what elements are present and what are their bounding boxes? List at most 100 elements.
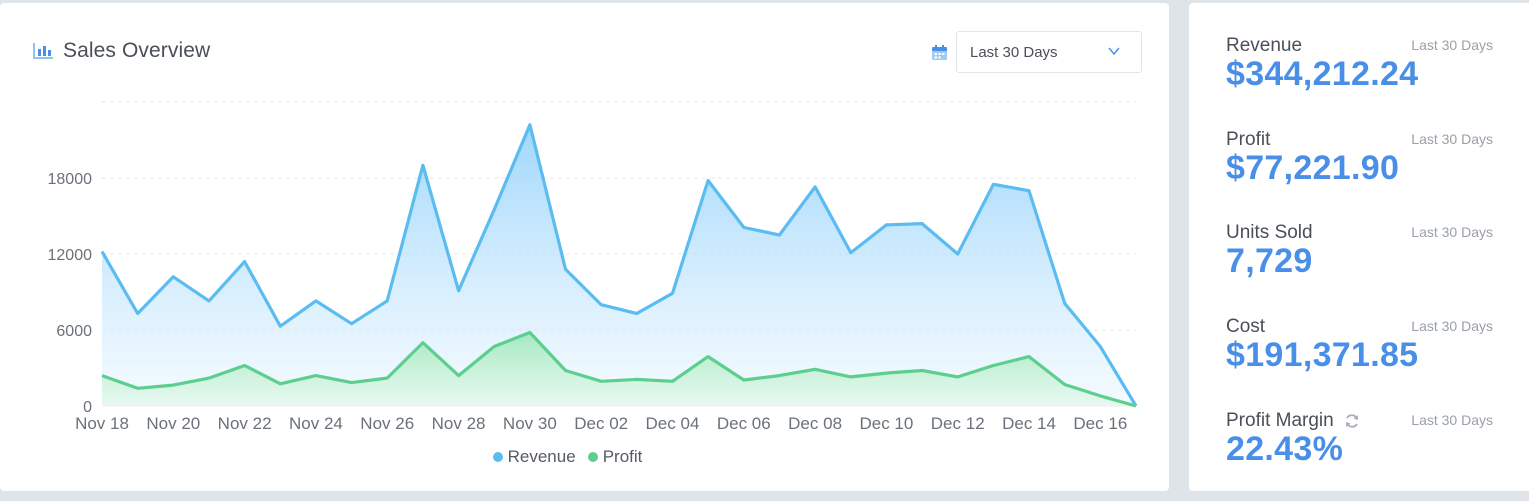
y-tick-label: 0: [83, 399, 92, 416]
legend-label-revenue: Revenue: [507, 447, 576, 466]
point-revenue[interactable]: [847, 249, 854, 256]
point-revenue[interactable]: [633, 310, 640, 317]
chevron-down-icon: [1108, 47, 1120, 56]
legend-dot-profit: [587, 452, 598, 462]
point-revenue[interactable]: [99, 248, 106, 255]
point-revenue[interactable]: [954, 251, 961, 258]
point-revenue[interactable]: [669, 290, 676, 297]
point-profit[interactable]: [669, 378, 676, 385]
stat-period: Last 30 Days: [1411, 412, 1493, 428]
refresh-icon[interactable]: [1344, 413, 1360, 429]
point-revenue[interactable]: [883, 221, 890, 228]
point-revenue[interactable]: [348, 320, 355, 327]
x-tick-label: Nov 18: [75, 414, 129, 433]
chart-areas: [102, 124, 1136, 407]
point-profit[interactable]: [990, 362, 997, 369]
point-profit[interactable]: [348, 379, 355, 386]
stat-value: $344,212.24: [1226, 55, 1419, 93]
date-range-value: Last 30 Days: [970, 43, 1058, 61]
point-revenue[interactable]: [812, 183, 819, 190]
point-revenue[interactable]: [526, 121, 533, 128]
x-tick-label: Nov 20: [146, 414, 200, 433]
point-revenue[interactable]: [705, 177, 712, 184]
calendar-icon[interactable]: [931, 44, 948, 61]
point-profit[interactable]: [598, 378, 605, 385]
point-revenue[interactable]: [562, 266, 569, 273]
x-tick-label: Dec 02: [574, 414, 628, 433]
point-profit[interactable]: [205, 375, 212, 382]
x-tick-label: Dec 04: [646, 414, 700, 433]
date-range-select[interactable]: Last 30 Days: [956, 31, 1142, 73]
area-profit: [102, 332, 1136, 406]
stats-card: Revenue Last 30 Days $344,212.24 Profit …: [1189, 3, 1529, 491]
x-tick-label: Dec 06: [717, 414, 771, 433]
stat-period: Last 30 Days: [1411, 318, 1493, 334]
stat-value: 22.43%: [1226, 430, 1344, 468]
point-revenue[interactable]: [598, 301, 605, 308]
point-profit[interactable]: [526, 329, 533, 336]
point-profit[interactable]: [134, 385, 141, 392]
point-revenue[interactable]: [776, 232, 783, 239]
point-profit[interactable]: [954, 373, 961, 380]
point-profit[interactable]: [562, 367, 569, 374]
point-profit[interactable]: [312, 372, 319, 379]
point-profit[interactable]: [455, 372, 462, 379]
point-revenue[interactable]: [419, 162, 426, 169]
point-profit[interactable]: [1097, 392, 1104, 399]
stat-value: $77,221.90: [1226, 149, 1400, 187]
legend-item-profit[interactable]: Profit: [587, 447, 643, 467]
point-profit[interactable]: [491, 343, 498, 350]
stat-label: Units Sold: [1226, 222, 1313, 243]
stat-label: Revenue: [1226, 35, 1303, 56]
point-revenue[interactable]: [1097, 343, 1104, 350]
x-tick-label: Dec 12: [931, 414, 985, 433]
y-axis-ticks: 0 6000 12000 18000: [48, 171, 93, 416]
point-profit[interactable]: [883, 370, 890, 377]
point-revenue[interactable]: [241, 258, 248, 265]
legend-label-profit: Profit: [602, 447, 643, 466]
point-profit[interactable]: [1133, 403, 1140, 410]
stat-label-wrap: Profit Margin: [1226, 410, 1360, 432]
legend-item-revenue[interactable]: Revenue: [492, 447, 576, 467]
point-profit[interactable]: [419, 339, 426, 346]
point-profit[interactable]: [812, 366, 819, 373]
point-profit[interactable]: [277, 380, 284, 387]
point-profit[interactable]: [99, 372, 106, 379]
point-revenue[interactable]: [740, 224, 747, 231]
point-profit[interactable]: [919, 367, 926, 374]
chart-header: Sales Overview: [32, 39, 210, 63]
point-revenue[interactable]: [1061, 300, 1068, 307]
point-profit[interactable]: [1061, 381, 1068, 388]
legend-dot-revenue: [492, 452, 503, 462]
point-revenue[interactable]: [1026, 187, 1033, 194]
point-profit[interactable]: [384, 375, 391, 382]
point-profit[interactable]: [170, 382, 177, 389]
point-revenue[interactable]: [205, 297, 212, 304]
point-profit[interactable]: [776, 372, 783, 379]
point-revenue[interactable]: [919, 220, 926, 227]
x-axis-ticks: Nov 18 Nov 20 Nov 22 Nov 24 Nov 26 Nov 28 Nov …: [75, 414, 1127, 433]
series-line-revenue[interactable]: [100, 123, 1138, 407]
point-revenue[interactable]: [312, 297, 319, 304]
sales-overview-card: 0 6000 12000 18000 Nov 18 Nov 20 Nov 22 Nov 24…: [0, 3, 1169, 491]
chart-lines: [99, 121, 1140, 410]
point-revenue[interactable]: [384, 297, 391, 304]
x-tick-label: Dec 16: [1073, 414, 1127, 433]
point-revenue[interactable]: [491, 206, 498, 213]
point-profit[interactable]: [847, 373, 854, 380]
point-profit[interactable]: [705, 353, 712, 360]
stat-label: Cost: [1226, 316, 1266, 337]
stat-period: Last 30 Days: [1411, 224, 1493, 240]
stat-period: Last 30 Days: [1411, 37, 1493, 53]
point-profit[interactable]: [241, 362, 248, 369]
stat-value: 7,729: [1226, 242, 1313, 280]
point-profit[interactable]: [1026, 353, 1033, 360]
point-revenue[interactable]: [455, 287, 462, 294]
point-revenue[interactable]: [170, 273, 177, 280]
point-revenue[interactable]: [134, 310, 141, 317]
point-profit[interactable]: [740, 377, 747, 384]
point-revenue[interactable]: [990, 181, 997, 188]
series-line-profit[interactable]: [101, 330, 1137, 408]
point-revenue[interactable]: [277, 323, 284, 330]
point-profit[interactable]: [633, 376, 640, 383]
